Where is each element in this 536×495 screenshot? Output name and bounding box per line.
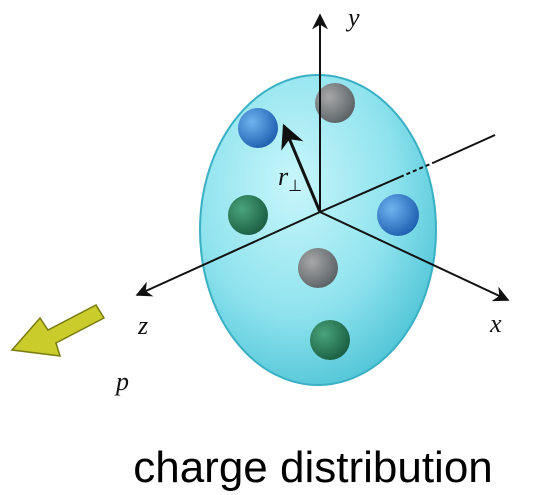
caption: charge distribution xyxy=(133,443,493,492)
momentum-arrow xyxy=(12,305,104,356)
x-label: x xyxy=(489,309,502,338)
z-label: z xyxy=(137,311,148,340)
y-label: y xyxy=(345,3,360,32)
diagram: y x z r⊥ p charge distribution xyxy=(0,0,536,495)
r-subscript: ⊥ xyxy=(288,178,302,195)
p-label: p xyxy=(114,367,129,396)
charge-cloud xyxy=(200,75,436,385)
